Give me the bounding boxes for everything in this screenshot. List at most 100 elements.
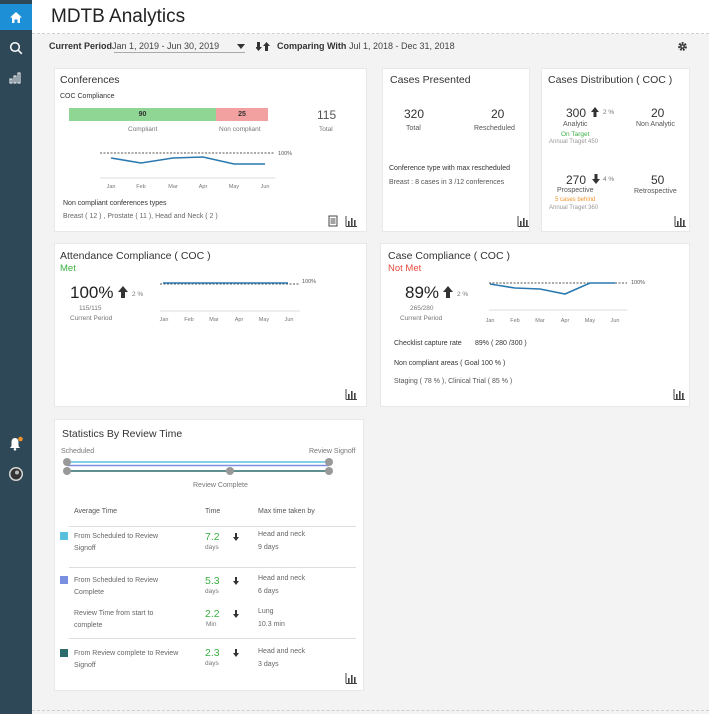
table-row-label: From Scheduled to Review Signoff <box>74 533 159 552</box>
attendance-title: Attendance Compliance ( COC ) <box>60 250 211 262</box>
cases-total-label: Total <box>406 125 421 132</box>
retrospective-label: Retrospective <box>634 188 677 195</box>
column-header: Average Time <box>74 508 118 515</box>
prospective-change: 4 % <box>603 176 615 183</box>
month-label: Jun <box>611 318 620 324</box>
analytic-change: 2 % <box>603 109 615 116</box>
analytic-value: 300 <box>566 106 587 120</box>
conferences-trend-chart: 100% Jan Feb Mar Apr May Jun <box>100 151 292 190</box>
search-nav-button[interactable] <box>0 34 32 62</box>
table-row-max-type: Head and neck <box>258 531 306 538</box>
table-row-unit: days <box>205 588 219 595</box>
month-label: Feb <box>184 317 193 323</box>
search-icon <box>9 41 23 55</box>
comparing-period-value[interactable]: Jul 1, 2018 - Dec 31, 2018 <box>349 41 455 51</box>
bar-chart-icon[interactable] <box>517 216 529 227</box>
arrow-down-icon <box>233 649 239 657</box>
home-nav-button[interactable] <box>0 4 32 30</box>
total-conferences-value: 115 <box>317 108 337 122</box>
attendance-status: Met <box>60 263 76 274</box>
analytics-nav-button[interactable] <box>0 64 32 92</box>
user-avatar-button[interactable] <box>0 460 32 488</box>
cases-distribution-title: Cases Distribution ( COC ) <box>548 74 673 86</box>
legend-swatch <box>60 532 68 540</box>
month-label: Jan <box>107 184 116 190</box>
bar-chart-icon[interactable] <box>345 673 357 684</box>
column-header: Max time taken by <box>258 508 315 515</box>
arrow-down-icon <box>233 533 239 541</box>
month-label: May <box>585 318 596 324</box>
non-analytic-label: Non Analytic <box>636 121 675 128</box>
noncompliant-label: Non compliant <box>219 126 261 133</box>
document-icon[interactable] <box>328 215 338 227</box>
case-compliance-ratio: 265/280 <box>410 305 434 312</box>
home-icon <box>10 11 22 23</box>
attendance-ratio: 115/115 <box>79 305 102 312</box>
review-time-title: Statistics By Review Time <box>62 428 183 440</box>
table-row-max-type: Head and neck <box>258 575 306 582</box>
noncompliant-types-title: Non compliant conferences types <box>63 200 167 207</box>
trend-line <box>489 282 615 295</box>
scheduled-marker <box>63 458 71 466</box>
notifications-button[interactable] <box>0 430 32 458</box>
conferences-title: Conferences <box>60 74 120 86</box>
gear-icon[interactable] <box>677 41 688 52</box>
bar-chart-icon[interactable] <box>674 216 686 227</box>
non-analytic-value: 20 <box>651 106 665 120</box>
month-label: May <box>259 317 270 323</box>
table-row-label: From Review complete to Review Signoff <box>74 650 179 669</box>
bar-chart-icon[interactable] <box>345 389 357 400</box>
analytic-status: On Target <box>561 131 590 138</box>
prospective-label: Prospective <box>557 187 594 194</box>
table-row-value: 5.3 <box>205 575 220 587</box>
table-row-label: From Scheduled to Review Complete <box>74 577 159 596</box>
arrow-down-icon <box>233 610 239 618</box>
row-divider <box>69 526 356 527</box>
legend-swatch <box>60 576 68 584</box>
month-label: Feb <box>510 318 519 324</box>
target-label: 100% <box>631 280 645 286</box>
noncompliant-areas-title: Non compliant areas ( Goal 100 % ) <box>394 360 506 367</box>
page-title: MDTB Analytics <box>51 6 186 27</box>
bar-chart-icon[interactable] <box>345 216 357 227</box>
max-rescheduled-value: Breast : 8 cases in 3 /12 conferences <box>389 179 505 186</box>
compliant-bar: 90 <box>69 108 216 121</box>
case-compliance-trend-chart: 100% Jan Feb Mar Apr May Jun <box>486 280 646 324</box>
table-row-max-value: 10.3 min <box>258 621 285 628</box>
noncompliant-types-value: Breast ( 12 ) , Prostate ( 11 ), Head an… <box>63 213 218 220</box>
month-label: Jun <box>285 317 294 323</box>
month-label: Mar <box>535 318 545 324</box>
table-row-value: 2.2 <box>205 608 220 620</box>
complete-marker <box>226 467 234 475</box>
month-label: Apr <box>199 184 208 190</box>
chevron-down-icon[interactable] <box>237 44 245 49</box>
max-rescheduled-title: Conference type with max rescheduled <box>389 165 511 172</box>
conferences-card: Conferences COC Compliance 90 25 Complia… <box>54 68 367 232</box>
table-row-max-value: 3 days <box>258 661 279 668</box>
signoff-marker <box>325 467 333 475</box>
cases-total-value: 320 <box>404 107 425 121</box>
scheduled-marker <box>63 467 71 475</box>
app-header: MDTB Analytics <box>32 0 709 34</box>
total-label: Total <box>319 126 333 133</box>
month-label: Mar <box>168 184 178 190</box>
attendance-percent: 100% <box>70 283 114 302</box>
current-period-select[interactable]: Jan 1, 2019 - Jun 30, 2019 <box>112 41 220 51</box>
bar-chart-icon[interactable] <box>673 389 685 400</box>
month-label: Apr <box>235 317 244 323</box>
case-compliance-percent: 89% <box>405 283 440 302</box>
review-signoff-label: Review Signoff <box>309 448 356 455</box>
case-compliance-period-label: Current Period <box>400 315 443 322</box>
arrow-up-icon <box>443 286 453 298</box>
table-row-value: 7.2 <box>205 531 220 543</box>
review-timeline <box>63 458 333 475</box>
attendance-change: 2 % <box>132 291 144 298</box>
table-row-unit: days <box>205 544 219 551</box>
table-row-max-type: Lung <box>258 608 274 615</box>
review-time-card: Statistics By Review Time Scheduled Revi… <box>54 419 364 691</box>
month-label: Mar <box>209 317 219 323</box>
swap-arrows-icon[interactable] <box>256 42 270 51</box>
month-label: Jan <box>160 317 169 323</box>
legend-swatch <box>60 649 68 657</box>
month-label: Jun <box>261 184 270 190</box>
